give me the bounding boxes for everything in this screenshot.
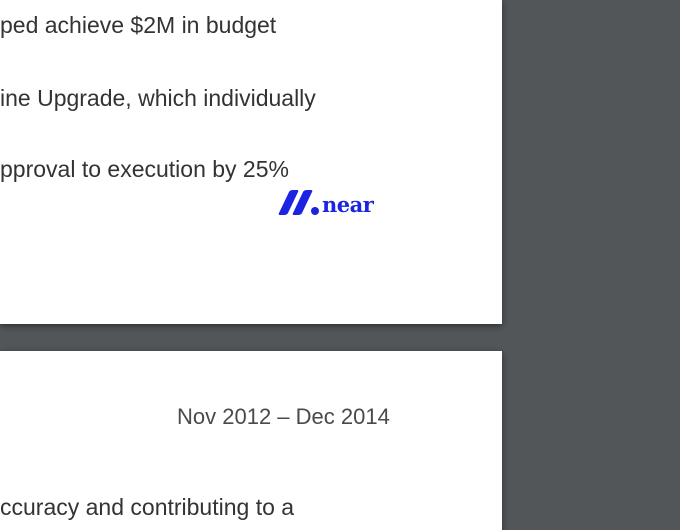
near-logo-icon	[278, 190, 319, 215]
document-page-2	[0, 351, 502, 530]
document-page-1	[0, 0, 502, 324]
page-text-line-4: ccuracy and contributing to a	[0, 494, 295, 520]
page-text-line-3: pproval to execution by 25%	[0, 156, 289, 182]
near-logo-text: near	[322, 191, 374, 217]
page-text-line-2: ine Upgrade, which individually	[0, 85, 316, 111]
date-range: Nov 2012 – Dec 2014	[177, 404, 390, 429]
near-logo: near	[277, 186, 374, 218]
page-text-line-1: ped achieve $2M in budget	[0, 12, 277, 38]
